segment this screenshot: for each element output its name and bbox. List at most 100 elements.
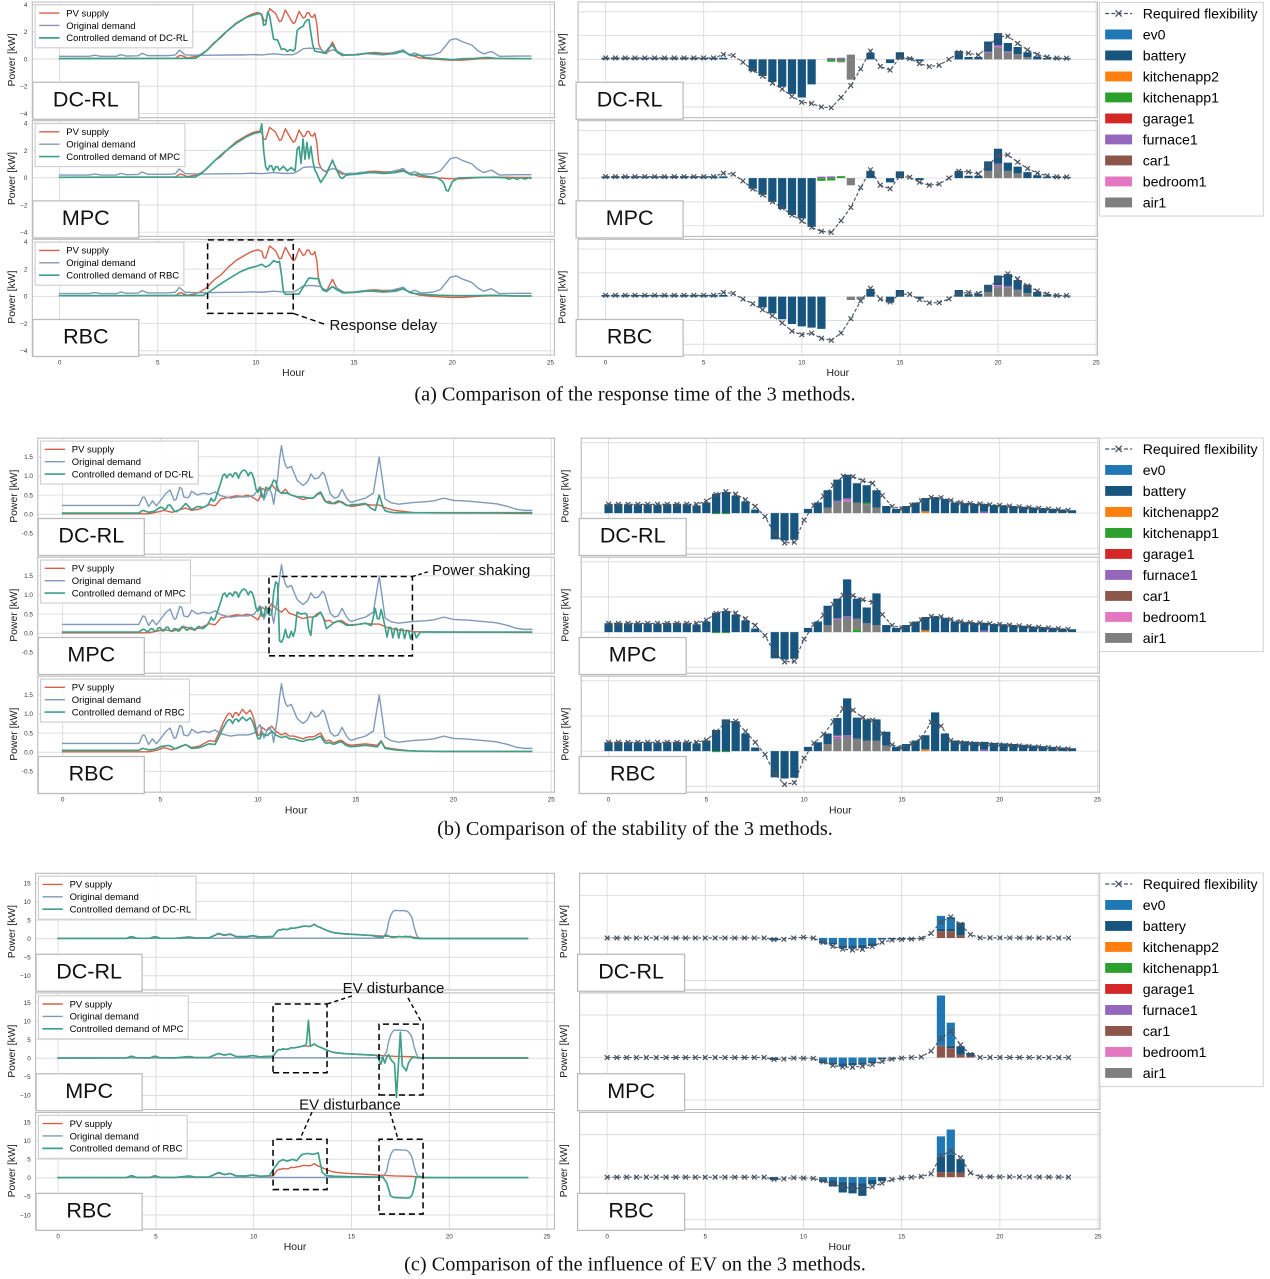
- svg-text:Original demand: Original demand: [70, 892, 139, 903]
- svg-text:15: 15: [898, 1234, 906, 1241]
- svg-text:−10: −10: [20, 1212, 31, 1219]
- svg-text:15: 15: [348, 1234, 356, 1241]
- svg-text:0: 0: [58, 359, 62, 366]
- svg-text:5: 5: [27, 1157, 31, 1164]
- svg-text:Power [kW]: Power [kW]: [559, 1024, 570, 1077]
- svg-text:air1: air1: [1143, 631, 1167, 647]
- svg-text:Required flexibility: Required flexibility: [1143, 877, 1259, 893]
- svg-text:PV supply: PV supply: [72, 445, 115, 456]
- svg-text:5: 5: [159, 797, 163, 804]
- svg-text:0: 0: [607, 797, 611, 804]
- svg-text:MPC: MPC: [609, 643, 657, 667]
- svg-text:−5: −5: [23, 1194, 31, 1201]
- svg-text:1.5: 1.5: [24, 454, 33, 461]
- svg-text:PV supply: PV supply: [66, 127, 109, 138]
- svg-text:(a) Comparison of the respons: (a) Comparison of the response time of t…: [414, 383, 855, 405]
- svg-text:Hour: Hour: [827, 368, 850, 379]
- svg-text:Required flexibility: Required flexibility: [1143, 6, 1259, 22]
- svg-text:0: 0: [56, 1234, 60, 1241]
- svg-text:0: 0: [27, 1175, 31, 1182]
- svg-text:car1: car1: [1143, 153, 1171, 169]
- svg-text:−5: −5: [23, 1074, 31, 1081]
- svg-text:EV disturbance: EV disturbance: [343, 980, 445, 997]
- svg-text:Hour: Hour: [282, 368, 305, 379]
- svg-text:DC-RL: DC-RL: [600, 524, 666, 548]
- svg-text:MPC: MPC: [606, 206, 654, 230]
- svg-text:-0.5: -0.5: [22, 650, 33, 657]
- svg-text:(b) Comparison of the stabili: (b) Comparison of the stability of the 3…: [437, 818, 833, 840]
- svg-text:-0.5: -0.5: [22, 769, 33, 776]
- svg-text:Response delay: Response delay: [330, 317, 438, 334]
- svg-text:garage1: garage1: [1143, 111, 1195, 127]
- svg-text:MPC: MPC: [607, 1079, 655, 1103]
- svg-text:25: 25: [1094, 1234, 1102, 1241]
- svg-text:PV supply: PV supply: [72, 683, 115, 694]
- svg-text:DC-RL: DC-RL: [597, 87, 663, 111]
- svg-text:10: 10: [798, 359, 806, 366]
- svg-text:10: 10: [24, 1138, 32, 1145]
- svg-text:DC-RL: DC-RL: [53, 87, 119, 111]
- svg-text:MPC: MPC: [65, 1079, 113, 1103]
- svg-text:0: 0: [604, 359, 608, 366]
- svg-text:15: 15: [24, 1000, 32, 1007]
- svg-text:battery: battery: [1143, 919, 1187, 935]
- svg-text:Power [kW]: Power [kW]: [9, 469, 20, 522]
- svg-text:ev0: ev0: [1143, 27, 1166, 43]
- svg-text:0: 0: [61, 797, 65, 804]
- svg-text:Original demand: Original demand: [70, 1131, 139, 1142]
- svg-text:Controlled demand of DC-RL: Controlled demand of DC-RL: [66, 33, 188, 44]
- svg-text:kitchenapp2: kitchenapp2: [1143, 940, 1219, 956]
- svg-text:0: 0: [27, 1056, 31, 1063]
- svg-text:kitchenapp2: kitchenapp2: [1143, 505, 1219, 521]
- svg-text:kitchenapp1: kitchenapp1: [1143, 90, 1219, 106]
- svg-text:RBC: RBC: [69, 762, 114, 786]
- svg-text:(c) Comparison of the influen: (c) Comparison of the influence of EV on…: [404, 1253, 866, 1275]
- svg-text:10: 10: [801, 797, 809, 804]
- svg-text:Original demand: Original demand: [72, 695, 141, 706]
- svg-text:Original demand: Original demand: [72, 457, 141, 468]
- svg-text:10: 10: [252, 359, 260, 366]
- svg-text:5: 5: [27, 1037, 31, 1044]
- svg-text:battery: battery: [1143, 484, 1187, 500]
- svg-text:4: 4: [24, 2, 28, 9]
- svg-text:0.0: 0.0: [24, 512, 33, 519]
- svg-text:Hour: Hour: [284, 1242, 307, 1253]
- svg-text:DC-RL: DC-RL: [56, 959, 122, 983]
- svg-text:Controlled demand of DC-RL: Controlled demand of DC-RL: [72, 469, 194, 480]
- svg-text:5: 5: [154, 1234, 158, 1241]
- svg-text:Power [kW]: Power [kW]: [7, 33, 18, 86]
- svg-text:Power [kW]: Power [kW]: [7, 1144, 18, 1197]
- svg-text:PV supply: PV supply: [66, 246, 109, 257]
- svg-text:1.0: 1.0: [24, 473, 33, 480]
- svg-text:20: 20: [446, 1234, 454, 1241]
- svg-text:Power [kW]: Power [kW]: [558, 33, 569, 86]
- svg-text:5: 5: [27, 917, 31, 924]
- svg-text:EV disturbance: EV disturbance: [299, 1096, 401, 1113]
- svg-text:Original demand: Original demand: [66, 139, 135, 150]
- svg-text:5: 5: [702, 359, 706, 366]
- svg-text:kitchenapp1: kitchenapp1: [1143, 961, 1219, 977]
- svg-text:10: 10: [24, 1018, 32, 1025]
- svg-text:−2: −2: [20, 321, 28, 328]
- svg-text:RBC: RBC: [610, 762, 655, 786]
- svg-text:ev0: ev0: [1143, 898, 1166, 914]
- svg-text:RBC: RBC: [607, 325, 652, 349]
- svg-text:-0.5: -0.5: [22, 531, 33, 538]
- svg-text:PV supply: PV supply: [70, 880, 113, 891]
- svg-text:5: 5: [704, 1234, 708, 1241]
- svg-text:Power [kW]: Power [kW]: [7, 905, 18, 958]
- svg-text:car1: car1: [1143, 589, 1171, 605]
- svg-text:0.5: 0.5: [24, 730, 33, 737]
- svg-text:Original demand: Original demand: [66, 21, 135, 32]
- svg-text:10: 10: [800, 1234, 808, 1241]
- svg-text:10: 10: [24, 899, 32, 906]
- svg-text:20: 20: [994, 359, 1002, 366]
- svg-text:air1: air1: [1143, 195, 1167, 211]
- svg-text:Controlled demand of MPC: Controlled demand of MPC: [72, 588, 186, 599]
- svg-text:ev0: ev0: [1143, 463, 1166, 479]
- svg-text:Power [kW]: Power [kW]: [9, 588, 20, 641]
- svg-text:Hour: Hour: [829, 1242, 852, 1253]
- svg-text:−4: −4: [20, 348, 28, 355]
- svg-text:25: 25: [1093, 359, 1101, 366]
- svg-text:0: 0: [24, 175, 28, 182]
